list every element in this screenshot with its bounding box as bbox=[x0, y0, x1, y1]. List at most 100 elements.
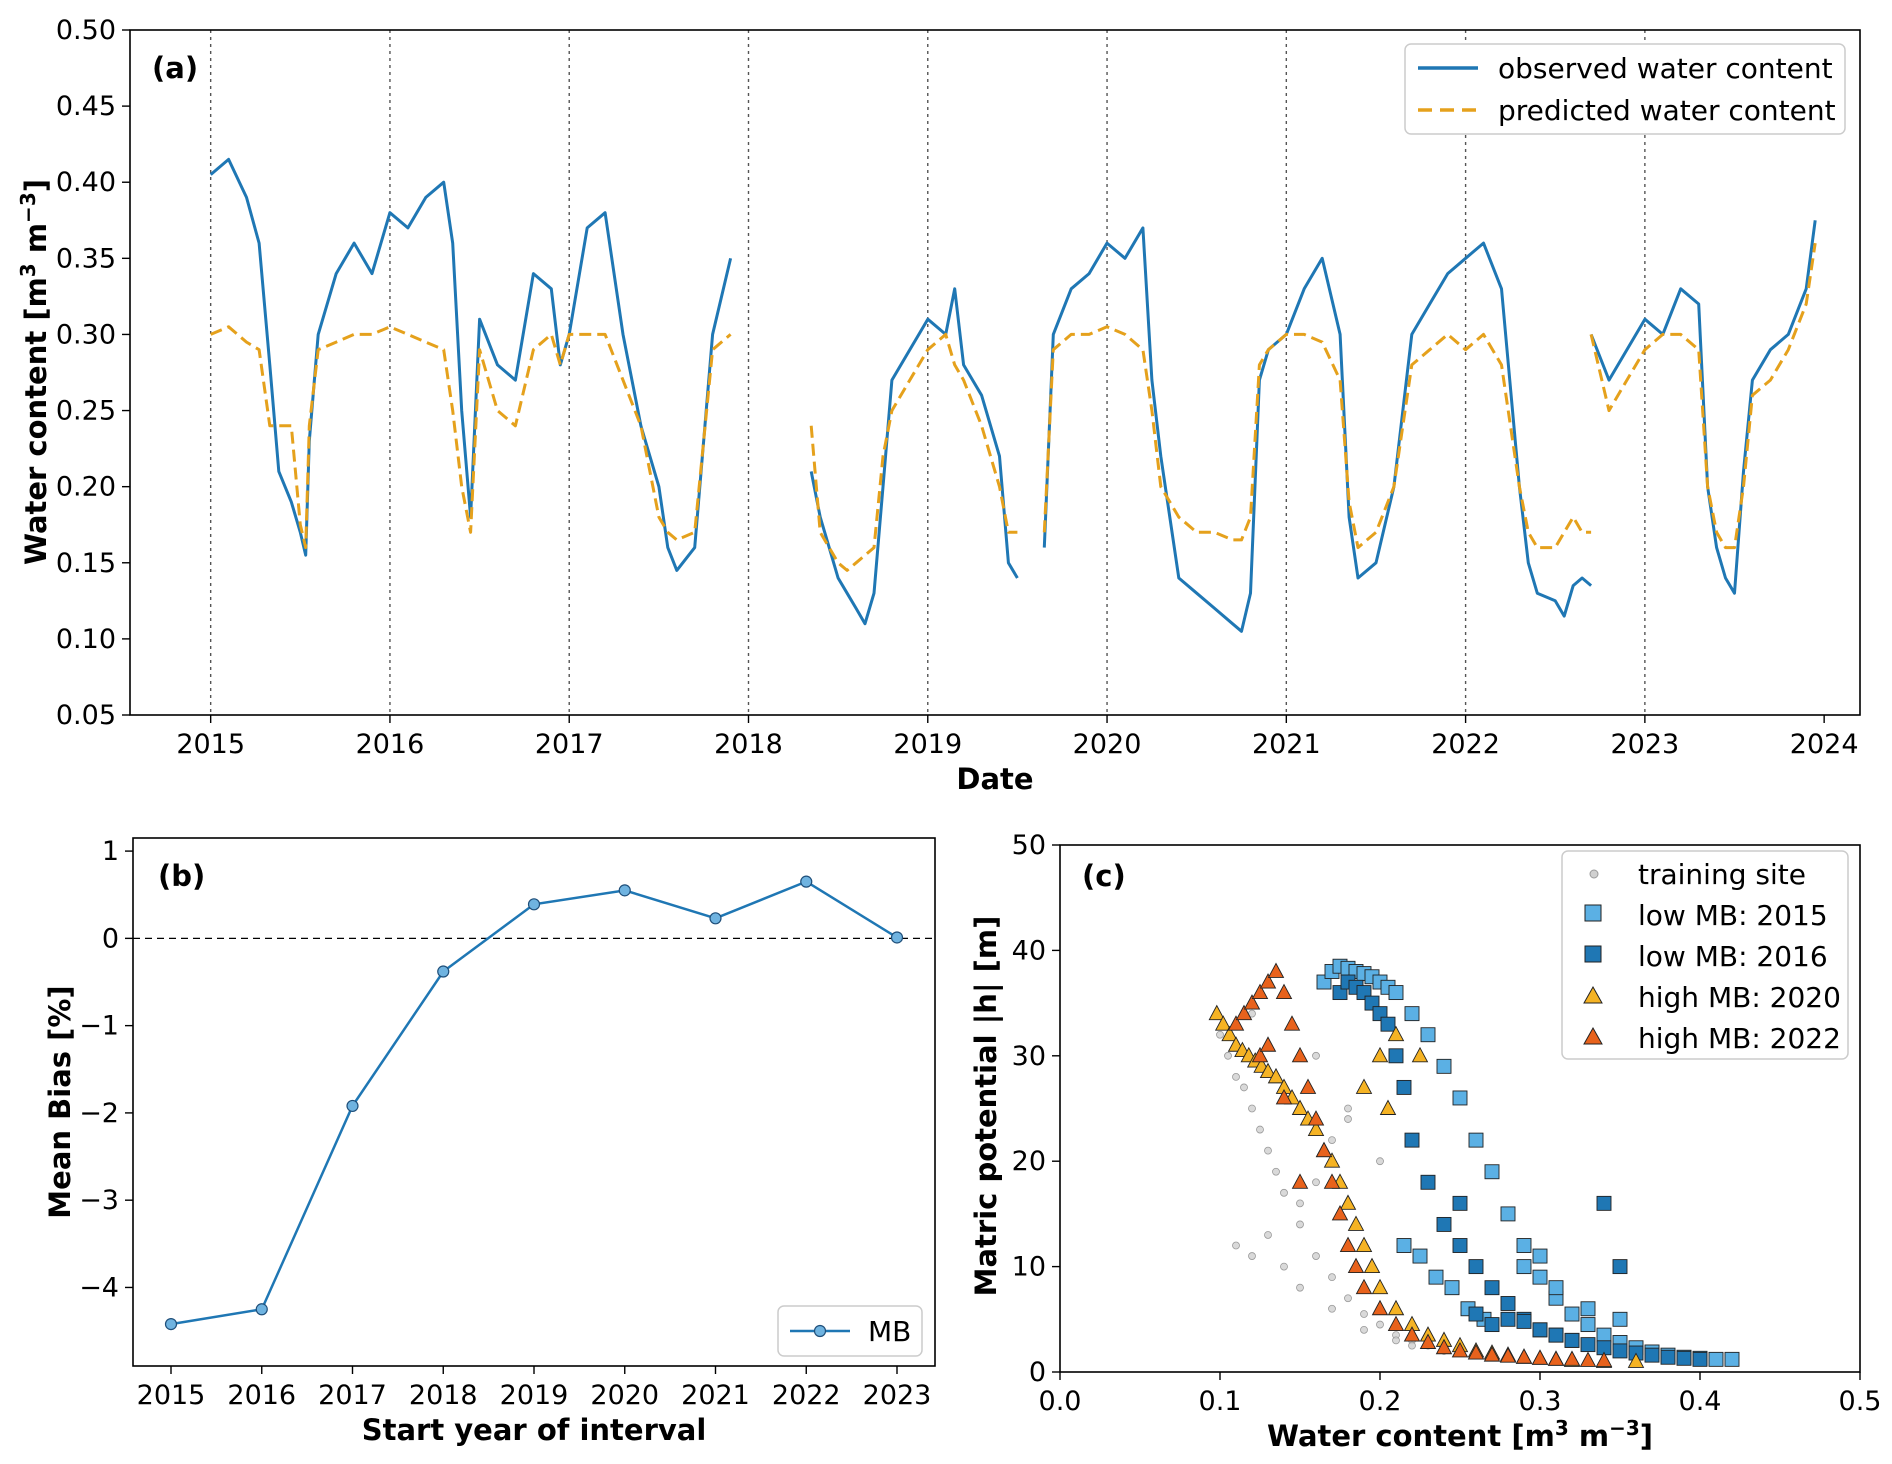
low-mb-2015-point bbox=[1516, 1259, 1532, 1275]
low-mb-2016-point bbox=[1660, 1349, 1676, 1365]
legend-label-mb: MB bbox=[868, 1315, 911, 1348]
low-mb-2015-point bbox=[1444, 1280, 1460, 1296]
panel-a-label: (a) bbox=[152, 51, 198, 85]
panel-a-x-label: Date bbox=[956, 762, 1033, 796]
x-tick-label: 2016 bbox=[356, 729, 425, 760]
training-site-point bbox=[1296, 1283, 1304, 1292]
high-mb-2020-point bbox=[1307, 1120, 1325, 1137]
low-mb-2015-point bbox=[1500, 1206, 1516, 1222]
high-mb-2020-point bbox=[1291, 1099, 1309, 1115]
predicted-line-segment bbox=[809, 332, 1018, 572]
training-site-point bbox=[1216, 1030, 1224, 1039]
low-mb-2015-point bbox=[1532, 1248, 1548, 1264]
training-site-point bbox=[1328, 1136, 1336, 1145]
panel-b-legend: MB bbox=[777, 1305, 923, 1357]
training-site-point bbox=[1344, 1294, 1352, 1303]
low-mb-2016-point bbox=[1468, 1259, 1484, 1275]
legend-label-high2022: high MB: 2022 bbox=[1638, 1022, 1841, 1055]
low-mb-2016-point bbox=[1452, 1238, 1468, 1253]
high-mb-2022-point bbox=[1291, 1046, 1309, 1063]
panel-b-mean-bias: 2015 2016 2017 2018 2019 2020 2021 2022 2023 −4−… bbox=[43, 836, 936, 1447]
low-mb-2015-point bbox=[1612, 1311, 1628, 1327]
low-mb-2015-point bbox=[1484, 1164, 1500, 1180]
y-tick-label: 0 bbox=[102, 923, 119, 954]
low-mb-2016-point bbox=[1564, 1332, 1580, 1348]
mb-point bbox=[709, 912, 722, 925]
training-site-point bbox=[1232, 1241, 1240, 1250]
high-mb-2020-point bbox=[1221, 1025, 1238, 1042]
y-tick-label: 30 bbox=[1012, 1041, 1046, 1072]
low-mb-2016-point bbox=[1452, 1195, 1468, 1211]
low-mb-2016-point bbox=[1380, 1016, 1396, 1032]
high-mb-2022-point bbox=[1315, 1141, 1333, 1158]
low-mb-2015-point bbox=[1724, 1351, 1740, 1367]
legend-marker-low2015 bbox=[1584, 904, 1602, 922]
high-mb-2022-point bbox=[1299, 1078, 1317, 1094]
low-mb-2015-point bbox=[1596, 1327, 1612, 1343]
training-site-point bbox=[1264, 1146, 1272, 1155]
legend-box bbox=[1404, 43, 1846, 135]
low-mb-2016-point bbox=[1420, 1174, 1436, 1190]
y-tick-label: 50 bbox=[1012, 830, 1046, 861]
high-mb-2022-point bbox=[1371, 1299, 1389, 1316]
training-site-point bbox=[1248, 1104, 1256, 1113]
mb-point bbox=[618, 884, 631, 897]
high-mb-2020-point bbox=[1627, 1352, 1645, 1368]
high-mb-2022-point bbox=[1531, 1349, 1549, 1365]
training-site-point bbox=[1408, 1341, 1416, 1350]
high-mb-2020-point bbox=[1355, 1078, 1373, 1094]
low-mb-2016-point bbox=[1532, 1322, 1548, 1338]
training-site-point bbox=[1280, 1262, 1288, 1271]
y-tick-label: 1 bbox=[102, 836, 119, 867]
high-mb-2022-point bbox=[1291, 1173, 1309, 1189]
high-mb-2022-point bbox=[1419, 1333, 1437, 1349]
legend-label-low2015: low MB: 2015 bbox=[1638, 899, 1828, 932]
high-mb-2022-point bbox=[1499, 1347, 1517, 1363]
y-tick-label: −2 bbox=[79, 1098, 119, 1129]
panel-b-label: (b) bbox=[158, 859, 205, 893]
high-mb-2022-point bbox=[1227, 1015, 1245, 1031]
low-mb-2016-point bbox=[1484, 1317, 1500, 1333]
panel-a-legend: observed water content predicted water c… bbox=[1404, 43, 1846, 135]
legend-box bbox=[1561, 850, 1849, 1060]
low-mb-2015-point bbox=[1452, 1090, 1468, 1106]
predicted-line-segment bbox=[1589, 242, 1817, 550]
low-mb-2015-point bbox=[1548, 1280, 1564, 1296]
training-site-point bbox=[1256, 1125, 1264, 1134]
y-tick-label: 0.35 bbox=[56, 243, 116, 274]
high-mb-2020-point bbox=[1363, 1257, 1381, 1274]
mb-point bbox=[346, 1099, 359, 1113]
high-mb-2022-point bbox=[1331, 1204, 1349, 1221]
mb-point bbox=[255, 1303, 268, 1316]
high-mb-2020-point bbox=[1208, 1004, 1226, 1021]
panel-b-x-label: Start year of interval bbox=[362, 1413, 707, 1447]
observed-line-segment bbox=[1589, 220, 1817, 595]
high-mb-2020-point bbox=[1379, 1099, 1397, 1115]
x-tick-label: 2023 bbox=[863, 1380, 932, 1411]
low-mb-2015-point bbox=[1412, 1248, 1428, 1264]
low-mb-2016-point bbox=[1692, 1351, 1708, 1367]
panel-a-frame bbox=[129, 29, 1861, 716]
training-site-point bbox=[1296, 1199, 1304, 1208]
year-separator-lines bbox=[209, 30, 1646, 715]
training-site-point bbox=[1392, 1336, 1400, 1345]
high-mb-2020-point bbox=[1323, 1152, 1341, 1168]
high-mb-2022-point bbox=[1283, 1015, 1301, 1031]
mb-point bbox=[437, 965, 450, 978]
panel-c-retention-scatter: 0.0 0.1 0.2 0.3 0.4 0.5 0 10 20 30 40 50 (c) Water… bbox=[969, 830, 1881, 1453]
x-tick-label: 2020 bbox=[590, 1380, 659, 1411]
low-mb-2016-point bbox=[1396, 1079, 1412, 1095]
low-mb-2015-point bbox=[1708, 1351, 1724, 1367]
observed-line-segment bbox=[809, 287, 1019, 626]
panel-c-label: (c) bbox=[1082, 859, 1126, 893]
y-tick-label: 0 bbox=[1029, 1357, 1046, 1388]
legend-marker-mb bbox=[813, 1324, 827, 1338]
panel-a-time-series: 2015 2016 2017 2018 2019 2020 2021 2022 2023 2024… bbox=[16, 15, 1861, 796]
high-mb-2022-point bbox=[1251, 1046, 1269, 1063]
legend-label-low2016: low MB: 2016 bbox=[1638, 940, 1828, 973]
x-tick-label: 2021 bbox=[1252, 729, 1321, 760]
x-tick-label: 0.1 bbox=[1199, 1386, 1242, 1417]
x-tick-label: 2019 bbox=[893, 729, 962, 760]
high-mb-2022-point bbox=[1483, 1346, 1501, 1362]
low-mb-2015-point bbox=[1388, 985, 1404, 1001]
